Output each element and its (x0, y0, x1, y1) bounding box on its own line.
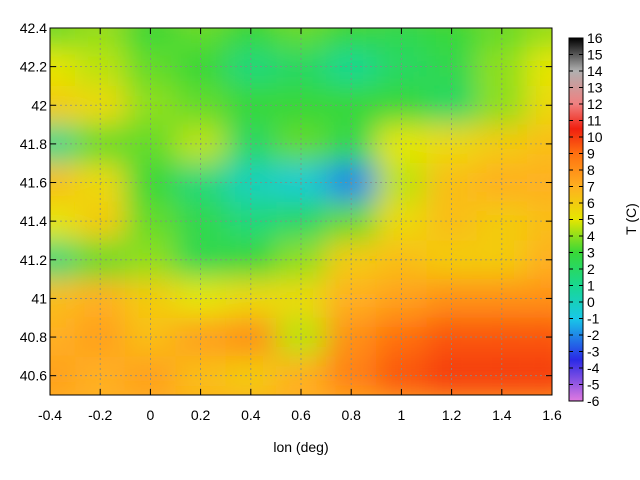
y-axis: 40.6 40.8 41 41.2 41.4 41.6 41.8 42 42.2 42.4 (20, 20, 552, 384)
y-tick-label: 42.2 (20, 59, 47, 75)
colorbar-tick-label: 1 (587, 278, 595, 294)
colorbar-tick-label: 8 (587, 162, 595, 178)
heat-cell (326, 28, 377, 48)
colorbar-tick-label: 4 (587, 228, 595, 244)
x-tick-label: 0.4 (241, 407, 261, 423)
x-tick-label: 1.4 (492, 407, 512, 423)
x-tick-label: -0.4 (38, 407, 62, 423)
y-tick-label: 41.8 (20, 136, 47, 152)
heat-cell (50, 28, 76, 48)
heat-cell (75, 28, 126, 48)
colorbar-tick-label: 16 (587, 30, 603, 46)
colorbar-tick-label: 0 (587, 294, 595, 310)
x-tick-label: 0.6 (291, 407, 311, 423)
heat-cell (125, 28, 176, 48)
colorbar-tick-label: 5 (587, 212, 595, 228)
colorbar-tick-label: 7 (587, 179, 595, 195)
heat-cell (426, 28, 477, 48)
heat-cell (275, 28, 327, 48)
colorbar-tick-label: -3 (587, 344, 600, 360)
x-tick-label: 0.2 (191, 407, 211, 423)
y-tick-label: 41.2 (20, 252, 47, 268)
heat-cell (175, 28, 226, 48)
x-tick-label: -0.2 (88, 407, 112, 423)
heat-cell (476, 28, 527, 48)
x-tick-label: 1.6 (542, 407, 562, 423)
heat-cell (526, 28, 552, 48)
colorbar-tick-label: -6 (587, 393, 600, 409)
x-tick-label: 1 (398, 407, 406, 423)
colorbar-tick-label: 15 (587, 47, 603, 63)
x-axis-label: lon (deg) (273, 439, 328, 455)
colorbar-tick-label: 12 (587, 96, 603, 112)
grid-lines (50, 28, 552, 395)
x-tick-label: 1.2 (442, 407, 462, 423)
heat-cell (376, 28, 427, 48)
colorbar-tick-label: 2 (587, 261, 595, 277)
y-tick-label: 40.8 (20, 329, 47, 345)
y-tick-label: 41 (31, 290, 47, 306)
plot-area (50, 28, 552, 395)
colorbar-tick-label: 10 (587, 129, 603, 145)
y-tick-label: 41.4 (20, 213, 47, 229)
colorbar-tick-label: 14 (587, 63, 603, 79)
colorbar-tick-label: 3 (587, 245, 595, 261)
colorbar-tick-label: 6 (587, 195, 595, 211)
colorbar-tick-label: -5 (587, 377, 600, 393)
colorbar-tick-label: 11 (587, 113, 602, 129)
heat-cell (225, 28, 276, 48)
colorbar-label: T (C) (623, 203, 639, 235)
y-tick-label: 42.4 (20, 20, 47, 36)
y-tick-label: 41.6 (20, 175, 47, 191)
colorbar-tick-label: -2 (587, 327, 600, 343)
colorbar-tick-label: 13 (587, 80, 603, 96)
x-tick-label: 0.8 (341, 407, 361, 423)
colorbar-tick-label: -4 (587, 360, 600, 376)
colorbar-tick-label: -1 (587, 311, 600, 327)
y-tick-label: 40.6 (20, 368, 47, 384)
colorbar-tick-label: 9 (587, 146, 595, 162)
x-tick-label: 0 (147, 407, 155, 423)
x-axis: -0.4 -0.2 0 0.2 0.4 0.6 0.8 1 1.2 1.4 1.6 (38, 28, 562, 423)
y-tick-label: 42 (31, 97, 47, 113)
